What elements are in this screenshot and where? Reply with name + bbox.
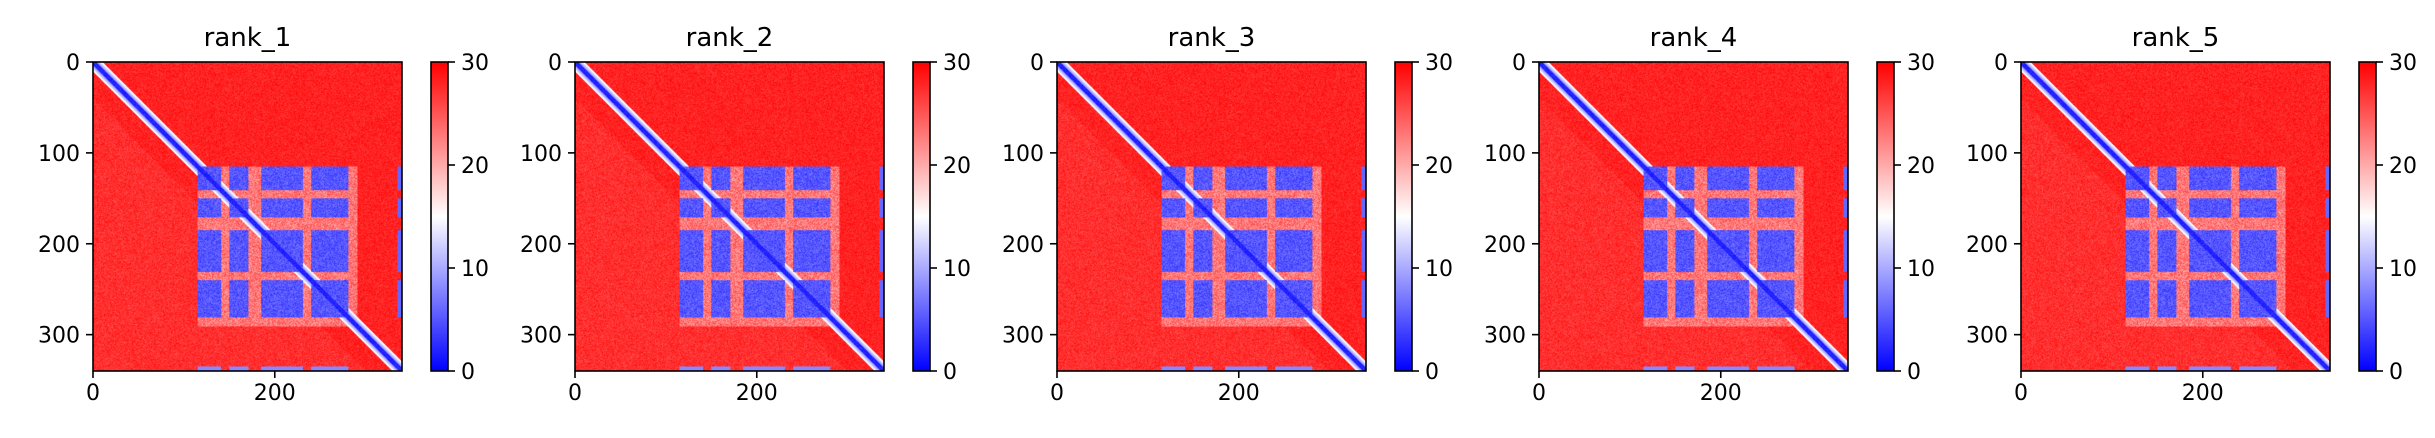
colorbar-tick-label: 30 <box>461 51 489 76</box>
colorbar <box>2359 62 2376 371</box>
heatmap-panel-1: rank_1 0 200 0 100 200 300 0 10 20 30 <box>38 23 489 406</box>
colorbar-frame <box>1394 61 1413 372</box>
heatmap-panel-3: rank_3 0 200 0 100 200 300 0 10 20 30 <box>1002 23 1453 406</box>
y-tick-label: 200 <box>38 233 80 258</box>
y-tick-label: 0 <box>1030 51 1044 76</box>
colorbar-frame <box>430 61 449 372</box>
y-tick-label: 0 <box>548 51 562 76</box>
heatmap-frame <box>1056 61 1367 372</box>
colorbar-tick-label: 0 <box>2389 360 2403 385</box>
x-tick-label: 0 <box>1050 381 1064 406</box>
colorbar-tick-label: 30 <box>1907 51 1935 76</box>
y-tick-label: 300 <box>1966 324 2008 349</box>
y-tick-label: 0 <box>66 51 80 76</box>
y-tick-label: 300 <box>1002 324 1044 349</box>
x-tick-label: 200 <box>1218 381 1260 406</box>
y-tick-label: 100 <box>38 142 80 167</box>
colorbar-tick-label: 10 <box>943 257 971 282</box>
y-tick-label: 300 <box>520 324 562 349</box>
colorbar-tick-label: 10 <box>1907 257 1935 282</box>
colorbar-frame <box>912 61 931 372</box>
colorbar-tick-label: 30 <box>1425 51 1453 76</box>
y-tick-label: 0 <box>1512 51 1526 76</box>
colorbar-tick-label: 10 <box>2389 257 2417 282</box>
x-tick-label: 0 <box>86 381 100 406</box>
panel-title: rank_2 <box>686 23 774 53</box>
colorbar-tick-label: 0 <box>943 360 957 385</box>
colorbar-tick-label: 20 <box>1425 154 1453 179</box>
heatmap-panel-4: rank_4 0 200 0 100 200 300 0 10 20 30 <box>1484 23 1935 406</box>
x-tick-label: 0 <box>1532 381 1546 406</box>
colorbar <box>913 62 930 371</box>
colorbar-tick-label: 20 <box>1907 154 1935 179</box>
y-tick-label: 200 <box>1966 233 2008 258</box>
colorbar <box>1877 62 1894 371</box>
panel-title: rank_5 <box>2132 23 2220 53</box>
colorbar <box>431 62 448 371</box>
colorbar-tick-label: 10 <box>1425 257 1453 282</box>
panel-title: rank_3 <box>1168 23 1256 53</box>
y-tick-label: 0 <box>1994 51 2008 76</box>
colorbar-tick-label: 0 <box>1907 360 1921 385</box>
colorbar-tick-label: 0 <box>1425 360 1439 385</box>
x-tick-label: 0 <box>2014 381 2028 406</box>
x-tick-label: 0 <box>568 381 582 406</box>
colorbar-tick-label: 20 <box>943 154 971 179</box>
y-tick-label: 100 <box>1484 142 1526 167</box>
heatmap-image <box>93 62 402 371</box>
colorbar-tick-label: 20 <box>461 154 489 179</box>
colorbar-tick-label: 10 <box>461 257 489 282</box>
colorbar-tick-label: 30 <box>943 51 971 76</box>
panel-title: rank_1 <box>204 23 292 53</box>
y-tick-label: 200 <box>520 233 562 258</box>
heatmap-frame <box>2020 61 2331 372</box>
y-tick-label: 100 <box>520 142 562 167</box>
colorbar-tick-label: 20 <box>2389 154 2417 179</box>
heatmap-frame <box>1538 61 1849 372</box>
heatmap-panel-2: rank_2 0 200 0 100 200 300 0 10 20 30 <box>520 23 971 406</box>
y-tick-label: 100 <box>1966 142 2008 167</box>
colorbar-frame <box>2358 61 2377 372</box>
y-tick-label: 200 <box>1002 233 1044 258</box>
y-tick-label: 300 <box>38 324 80 349</box>
heatmap-image <box>1539 62 1848 371</box>
colorbar-tick-label: 30 <box>2389 51 2417 76</box>
heatmap-frame <box>574 61 885 372</box>
x-tick-label: 200 <box>2182 381 2224 406</box>
x-tick-label: 200 <box>1700 381 1742 406</box>
x-tick-label: 200 <box>254 381 296 406</box>
heatmap-image <box>575 62 884 371</box>
heatmap-image <box>1057 62 1366 371</box>
x-tick-label: 200 <box>736 381 778 406</box>
y-tick-label: 300 <box>1484 324 1526 349</box>
y-tick-label: 100 <box>1002 142 1044 167</box>
panel-title: rank_4 <box>1650 23 1738 53</box>
heatmap-frame <box>92 61 403 372</box>
y-tick-label: 200 <box>1484 233 1526 258</box>
colorbar-tick-label: 0 <box>461 360 475 385</box>
colorbar <box>1395 62 1412 371</box>
colorbar-frame <box>1876 61 1895 372</box>
heatmap-panel-5: rank_5 0 200 0 100 200 300 0 10 20 30 <box>1966 23 2417 406</box>
heatmap-image <box>2021 62 2330 371</box>
